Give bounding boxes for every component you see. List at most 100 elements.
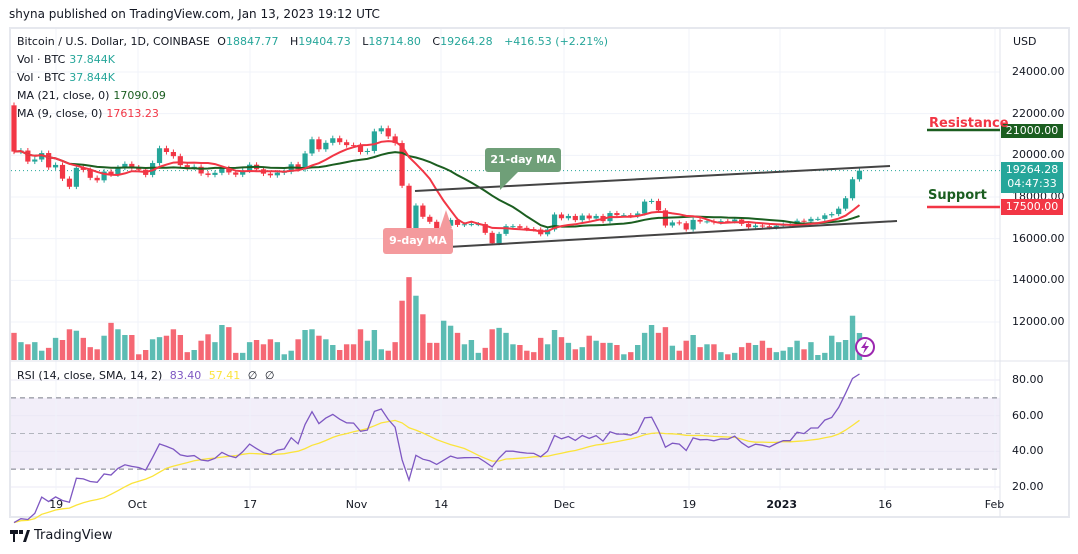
- candle-body: [801, 220, 807, 222]
- volume-bar: [129, 335, 135, 360]
- candle-body: [163, 148, 170, 152]
- volume-bar: [177, 335, 184, 360]
- candle-body: [697, 219, 703, 222]
- rsi-axis-label: 80.00: [1012, 373, 1044, 386]
- volume-bar: [704, 344, 710, 360]
- volume-bar: [170, 329, 177, 360]
- volume-bar: [392, 342, 398, 360]
- candle-body: [517, 226, 523, 228]
- candle-body: [822, 215, 828, 219]
- candle-body: [420, 205, 426, 217]
- volume-bar: [440, 320, 447, 360]
- rsi-legend[interactable]: RSI (14, close, SMA, 14, 2) 83.40 57.41 …: [17, 369, 278, 382]
- volume-bar: [732, 352, 738, 360]
- volume-bar: [662, 327, 669, 360]
- volume-bar: [246, 342, 253, 360]
- candle-body: [25, 150, 31, 162]
- volume-bar: [745, 342, 752, 360]
- candle-body: [413, 205, 419, 242]
- candle-body: [579, 215, 585, 221]
- price-axis-label: 14000.00: [1012, 273, 1065, 287]
- candle-body: [503, 226, 509, 234]
- candle-body: [829, 214, 835, 216]
- candle-body: [551, 214, 558, 230]
- low-value: L18714.80: [362, 35, 425, 48]
- volume-bar: [628, 352, 634, 360]
- volume-bar: [94, 349, 100, 360]
- price-axis-label: 22000.00: [1012, 106, 1065, 120]
- volume-bar: [350, 344, 357, 360]
- volume-bar: [364, 340, 371, 360]
- candle-body: [323, 142, 329, 150]
- candle-body: [316, 139, 322, 150]
- candle-body: [392, 136, 398, 144]
- candle-body: [406, 185, 412, 242]
- time-axis-label: 19: [682, 498, 697, 511]
- ma21-callout-pointer: [500, 172, 518, 190]
- volume-bar: [558, 337, 565, 360]
- candle-body: [642, 201, 648, 214]
- volume-bar: [524, 350, 530, 360]
- volume-bar: [59, 340, 66, 360]
- candle-body: [704, 221, 710, 223]
- close-value: C19264.28: [432, 35, 496, 48]
- price-axis-label: 16000.00: [1012, 231, 1065, 245]
- volume-bar: [39, 350, 45, 360]
- time-axis-label: 17: [243, 498, 258, 511]
- ma21-legend[interactable]: MA (21, close, 0) 17090.09: [17, 89, 170, 102]
- volume-bar: [45, 347, 52, 360]
- candle-body: [468, 224, 474, 226]
- volume-bar: [260, 344, 267, 360]
- volume-bar: [302, 330, 308, 360]
- candle-body: [39, 153, 45, 160]
- volume-legend-1[interactable]: Vol · BTC 37.844K: [17, 53, 119, 66]
- candle-body: [32, 159, 38, 162]
- candle-body: [690, 219, 696, 230]
- volume-bar: [406, 277, 412, 360]
- volume-legend-2[interactable]: Vol · BTC 37.844K: [17, 71, 119, 84]
- candle-body: [434, 221, 440, 232]
- candle-body: [427, 216, 433, 222]
- time-axis-label: Dec: [553, 498, 576, 511]
- rsi-line: [13, 373, 860, 524]
- volume-bar: [614, 345, 620, 360]
- candle-body: [482, 224, 488, 233]
- volume-bar: [399, 300, 405, 360]
- volume-bar: [544, 344, 551, 360]
- tradingview-footer[interactable]: TradingView: [10, 528, 113, 543]
- change-value: +416.53 (+2.21%): [504, 35, 609, 48]
- candle-body: [766, 226, 772, 228]
- candle-body: [593, 215, 599, 219]
- volume-bar: [517, 345, 523, 360]
- volume-bar: [226, 327, 232, 360]
- volume-bar: [641, 332, 648, 360]
- volume-bar: [87, 347, 93, 360]
- candle-body: [489, 232, 495, 244]
- candle-body: [621, 215, 627, 217]
- volume-bar: [343, 344, 350, 360]
- volume-bar: [794, 340, 800, 360]
- open-label: O: [217, 35, 226, 48]
- volume-bar: [163, 335, 170, 360]
- volume-bar: [815, 355, 821, 360]
- volume-bar: [669, 345, 676, 360]
- candle-body: [364, 150, 371, 152]
- volume-bar: [357, 329, 364, 360]
- currency-label: USD: [1013, 35, 1037, 48]
- volume-bar: [586, 335, 592, 360]
- current-price: 19264.28: [1005, 163, 1059, 176]
- candle-body: [510, 226, 516, 228]
- vol-label: Vol · BTC: [17, 53, 66, 66]
- rsi-axis-label: 40.00: [1012, 444, 1044, 458]
- time-axis-label: 14: [434, 498, 449, 511]
- price-axis-label: 24000.00: [1012, 65, 1065, 78]
- volume-bar: [413, 295, 419, 360]
- candle-body: [198, 166, 204, 174]
- ma9-legend[interactable]: MA (9, close, 0) 17613.23: [17, 107, 163, 120]
- volume-bar: [205, 334, 211, 360]
- volume-bar: [239, 352, 246, 360]
- resistance-label: Resistance: [929, 116, 1009, 131]
- volume-bar: [503, 332, 509, 360]
- candle-body: [274, 172, 280, 176]
